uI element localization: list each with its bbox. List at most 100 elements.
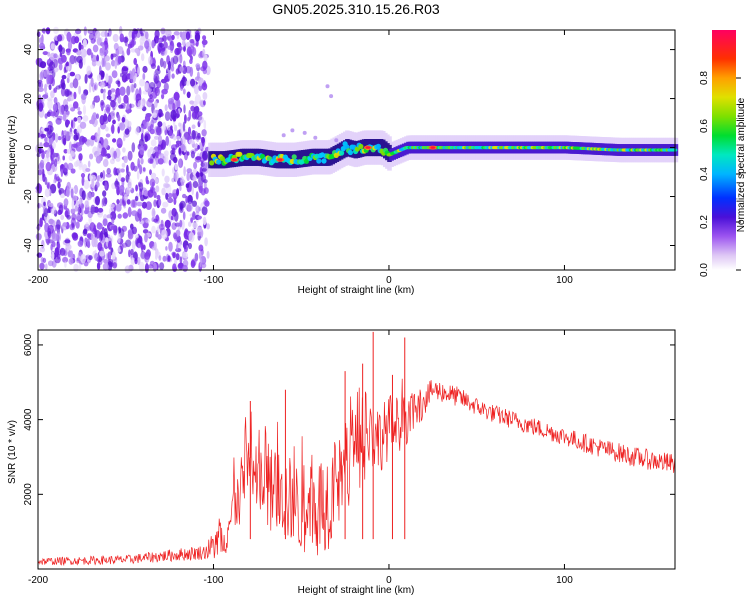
noise-blob <box>133 83 137 89</box>
noise-blob <box>53 179 56 184</box>
noise-blob <box>67 73 71 79</box>
x-tick-label: 100 <box>556 575 573 586</box>
noise-blob <box>113 150 117 159</box>
noise-blob <box>52 103 58 112</box>
noise-blob <box>97 142 102 154</box>
noise-blob <box>158 134 163 145</box>
noise-blob <box>81 136 88 143</box>
noise-blob <box>59 52 63 57</box>
noise-blob <box>83 228 88 235</box>
noise-blob <box>80 173 86 178</box>
noise-blob <box>170 109 177 120</box>
noise-blob <box>111 59 116 67</box>
noise-blob <box>47 124 52 135</box>
noise-blob <box>202 92 208 100</box>
noise-blob <box>56 219 61 230</box>
noise-blob <box>79 121 87 129</box>
noise-blob <box>117 114 121 122</box>
noise-blob <box>197 111 203 117</box>
noise-blob <box>117 233 121 244</box>
noise-blob <box>75 221 80 229</box>
noise-blob <box>191 47 197 57</box>
noise-blob <box>55 85 61 90</box>
noise-blob <box>77 240 84 247</box>
spectrogram-frame <box>37 29 676 271</box>
noise-blob <box>153 135 160 140</box>
noise-blob <box>36 31 41 38</box>
noise-blob <box>58 44 63 53</box>
noise-blob <box>74 161 79 168</box>
noise-blob <box>95 60 102 66</box>
noise-blob <box>69 71 76 77</box>
noise-blob <box>75 142 81 147</box>
noise-blob <box>124 128 130 135</box>
noise-blob <box>69 131 73 137</box>
noise-blob <box>131 28 138 39</box>
noise-blob <box>100 70 105 78</box>
noise-blob <box>174 124 178 132</box>
noise-blob <box>69 55 76 65</box>
noise-blob <box>47 59 51 64</box>
noise-blob <box>160 46 166 52</box>
noise-blob <box>39 61 47 69</box>
noise-blob <box>172 189 177 194</box>
noise-blob <box>66 49 71 56</box>
noise-blob <box>90 77 94 88</box>
noise-blob <box>44 188 50 198</box>
noise-blob <box>126 85 131 96</box>
noise-blob <box>76 212 82 221</box>
noise-blob <box>135 125 140 136</box>
noise-blob <box>71 143 74 150</box>
noise-blob <box>45 263 48 270</box>
noise-blob <box>64 261 67 268</box>
noise-blob <box>142 229 149 234</box>
noise-blob <box>182 264 188 272</box>
noise-blob <box>178 147 182 155</box>
track-core <box>237 151 243 157</box>
noise-blob <box>51 241 56 248</box>
noise-blob <box>104 181 108 190</box>
noise-blob <box>70 168 76 174</box>
noise-blob <box>185 80 190 86</box>
noise-blob <box>176 42 182 48</box>
noise-blob <box>198 250 203 261</box>
noise-blob <box>108 262 114 268</box>
noise-blob <box>136 256 141 266</box>
noise-blob <box>158 223 165 231</box>
noise-blob <box>122 147 126 153</box>
noise-blob <box>168 241 173 252</box>
noise-blob <box>110 211 117 221</box>
noise-blob <box>164 156 168 162</box>
x-tick-label: -100 <box>203 575 223 586</box>
noise-blob <box>76 129 81 134</box>
noise-blob <box>153 191 157 199</box>
noise-blob <box>167 255 171 262</box>
noise-blob <box>155 233 159 238</box>
noise-blob <box>126 199 131 205</box>
noise-blob <box>167 197 174 204</box>
noise-blob <box>159 57 164 68</box>
noise-blob <box>191 124 196 129</box>
noise-blob <box>131 240 136 251</box>
track-hotspot-core <box>232 158 237 161</box>
noise-blob <box>41 150 45 160</box>
noise-blob <box>88 33 95 41</box>
noise-blob <box>91 59 97 67</box>
noise-blob <box>204 237 208 247</box>
noise-blob <box>195 63 201 69</box>
noise-blob <box>65 61 69 68</box>
noise-blob <box>71 213 77 221</box>
noise-blob <box>150 172 157 179</box>
noise-blob <box>47 51 51 57</box>
noise-blob <box>153 218 158 223</box>
noise-blob <box>200 136 205 144</box>
noise-blob <box>149 82 156 90</box>
noise-blob <box>127 178 132 188</box>
noise-blob <box>121 74 128 83</box>
noise-blob <box>113 167 118 176</box>
track-hotspot-core <box>430 146 435 149</box>
noise-blob <box>80 93 87 100</box>
noise-blob <box>104 55 110 62</box>
noise-blob <box>82 38 87 48</box>
noise-blob <box>191 129 196 140</box>
